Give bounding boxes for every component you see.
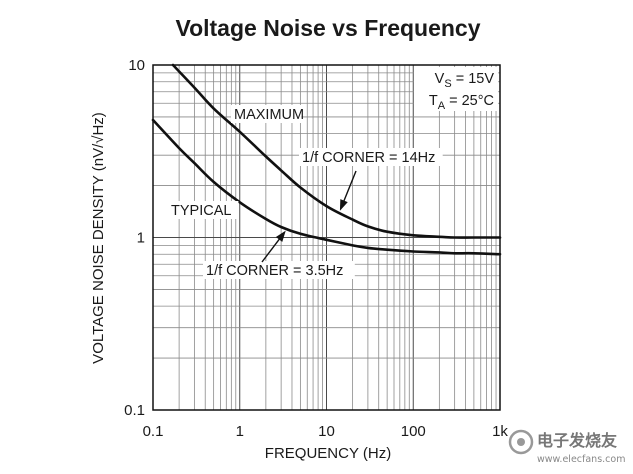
series-line-typical [151,118,502,256]
corner-annotation: 1/f CORNER = 14Hz [302,150,435,166]
annotations: 1/f CORNER = 14Hz 1/f CORNER = 3.5Hz [203,148,443,279]
y-tick-label: 0.1 [124,402,145,419]
conditions-bg [414,67,498,111]
watermark-icon [508,429,534,455]
x-tick-label: 1k [492,423,508,440]
tick-labels: 0.1 1 10 100 1k 0.1 1 10 [124,57,508,440]
y-tick-label: 10 [128,57,145,74]
watermark-icon-dot [517,438,525,446]
watermark-logo: 电子发烧友 www.elecfans.com [508,429,625,465]
x-tick-label: 0.1 [143,423,164,440]
watermark-text: 电子发烧友 [537,431,618,450]
chart-title: Voltage Noise vs Frequency [175,15,480,41]
condition-text: VS = 15V [435,71,495,90]
corner-annotation: 1/f CORNER = 3.5Hz [206,263,343,279]
annotation-arrowhead [339,199,348,211]
y-axis-label: VOLTAGE NOISE DENSITY (nV/√Hz) [90,112,107,364]
annotation-bg [299,148,443,166]
x-tick-label: 10 [318,423,335,440]
annotation-bg [203,261,355,279]
x-tick-label: 1 [236,423,244,440]
x-tick-label: 100 [401,423,426,440]
watermark-url: www.elecfans.com [537,454,625,465]
series-label-bg [231,105,302,123]
series-label-typical: TYPICAL [171,203,231,219]
series-label-maximum: MAXIMUM [234,107,304,123]
x-axis-label: FREQUENCY (Hz) [265,445,391,462]
condition-text: TA = 25°C [429,93,494,112]
series-labels: MAXIMUM TYPICAL [168,105,304,219]
annotation-arrowhead [275,230,286,242]
y-tick-label: 1 [137,230,145,247]
series-label-bg [168,201,239,219]
series-line-maximum [171,63,502,239]
series-group [151,63,502,256]
conditions-box: VS = 15V TA = 25°C [414,67,498,112]
